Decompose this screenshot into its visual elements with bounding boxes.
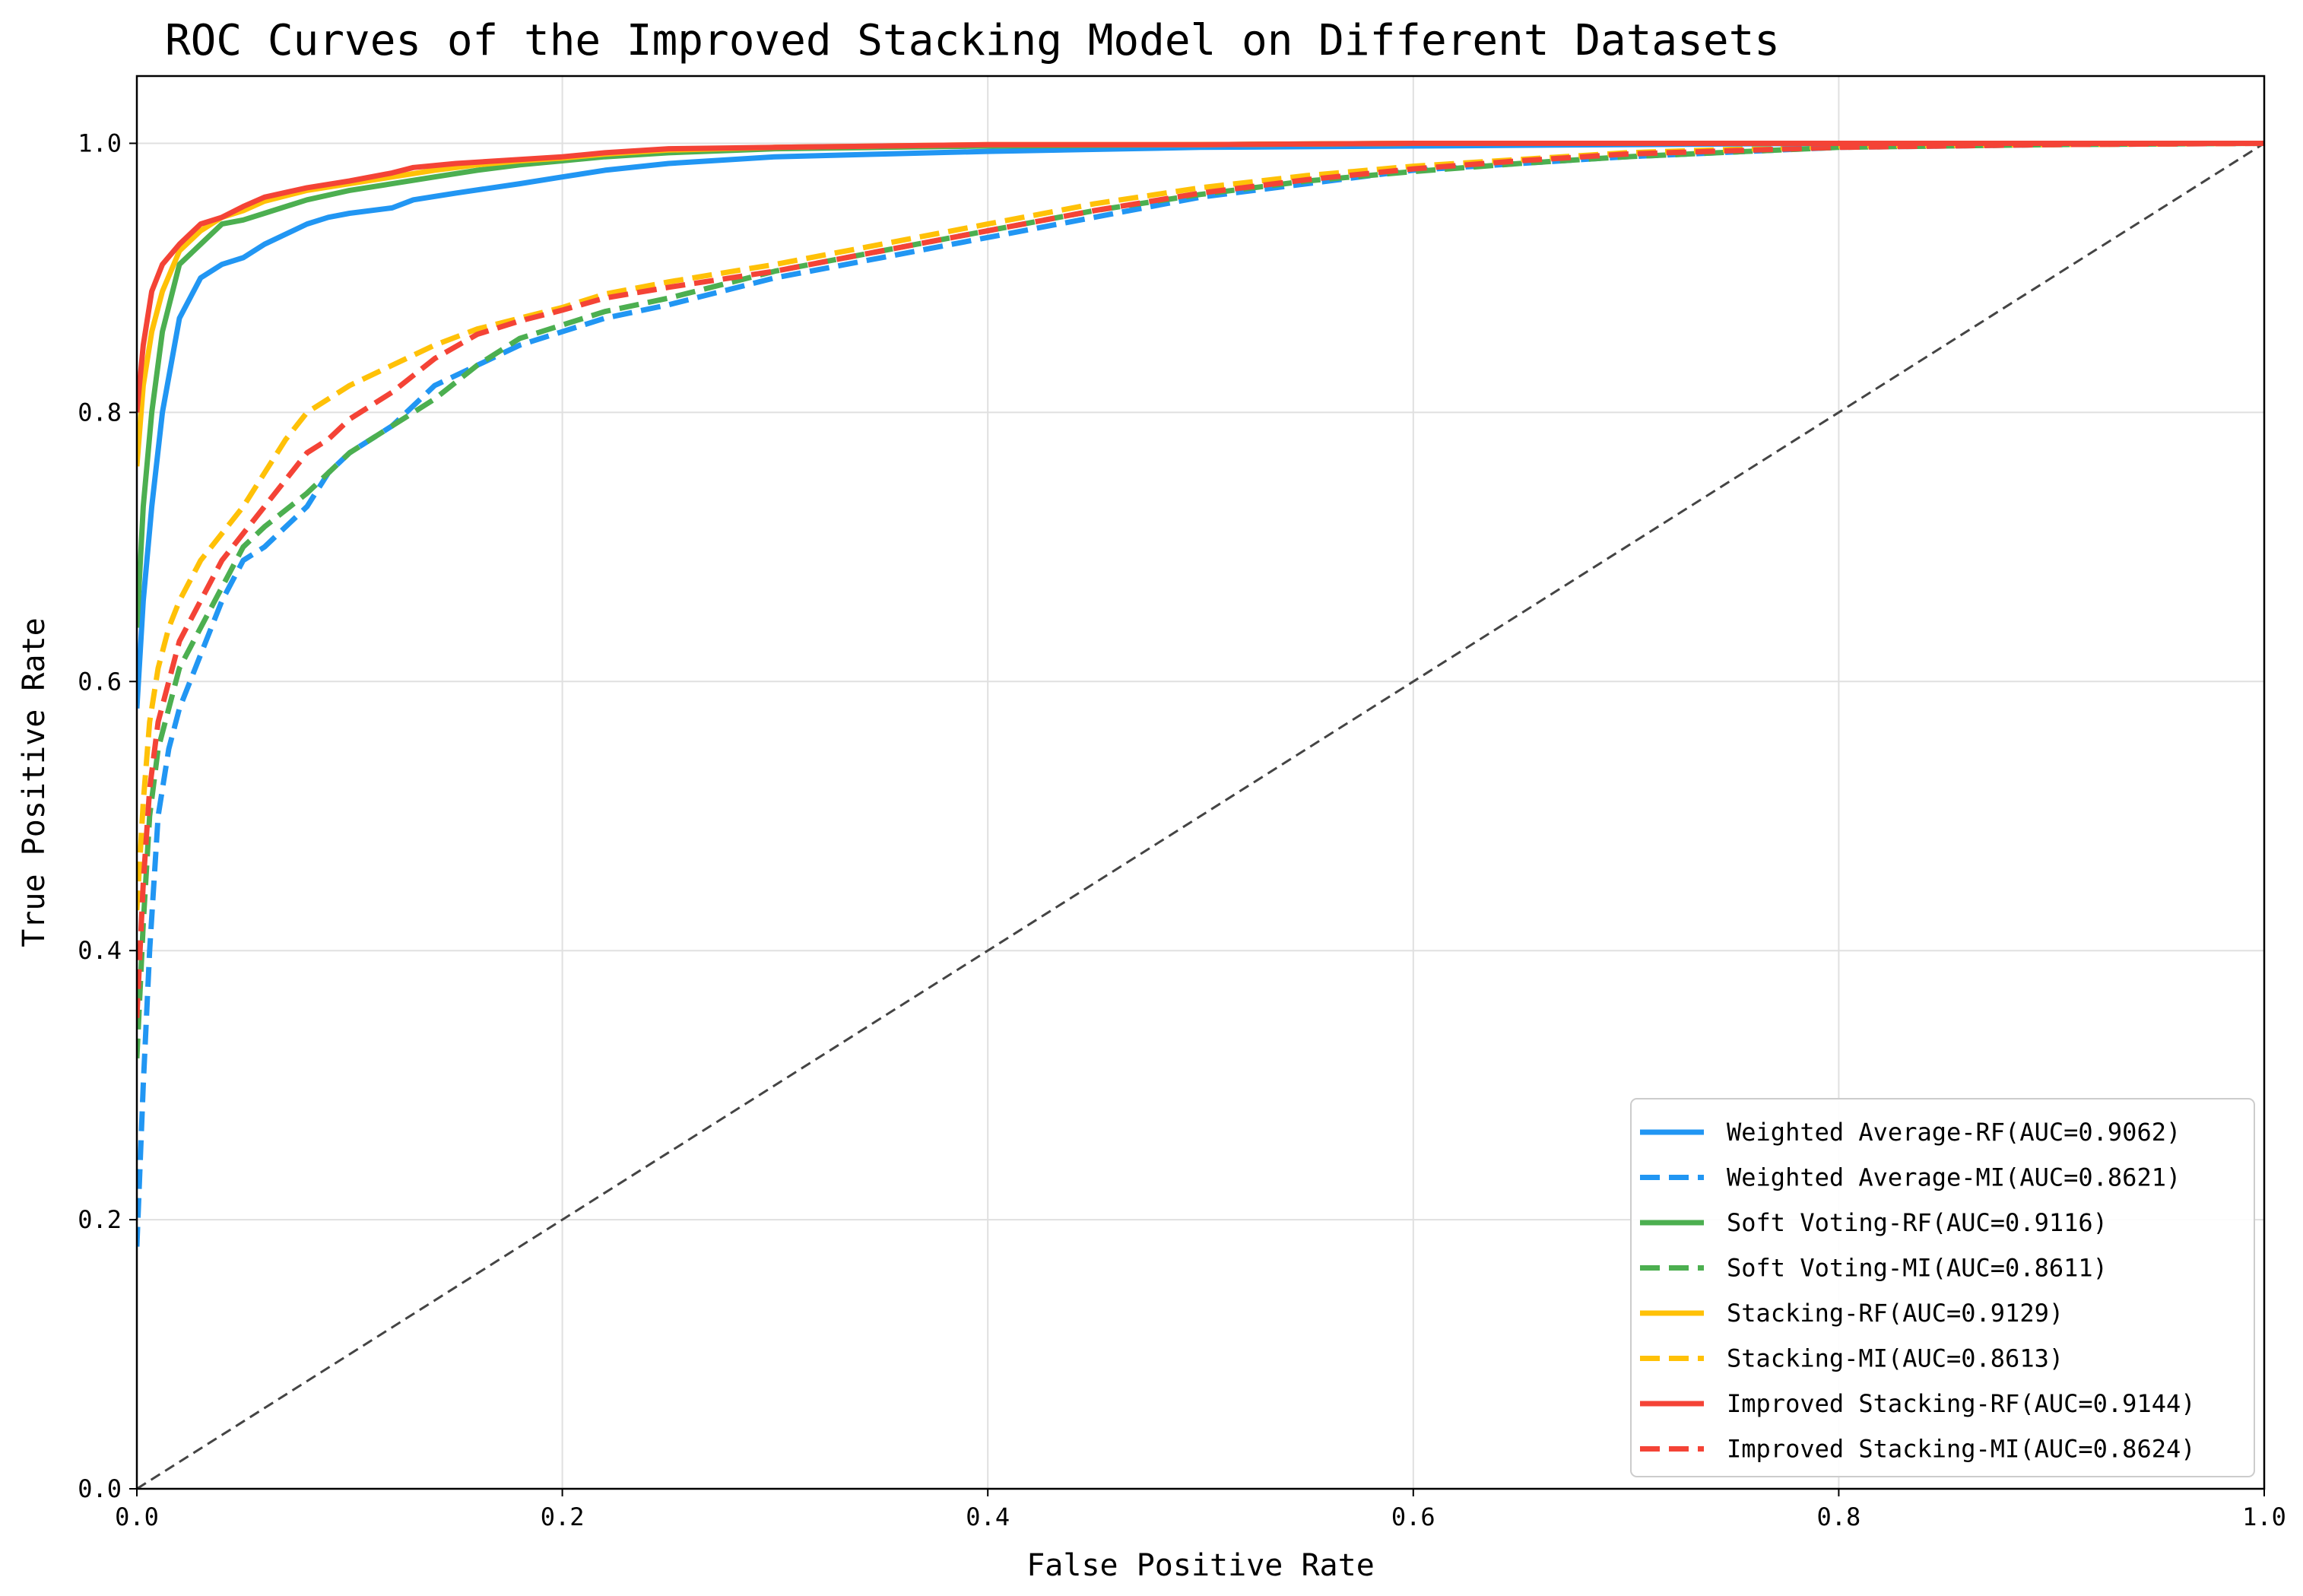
x-tick-label: 0.8: [1817, 1502, 1861, 1531]
y-tick-label: 0.4: [78, 936, 122, 965]
y-tick-label: 0.6: [78, 667, 122, 696]
x-axis-label: False Positive Rate: [1026, 1548, 1375, 1583]
series-line-7: [137, 141, 2264, 413]
series-line-1: [137, 141, 2264, 709]
plot-area: [136, 141, 2265, 1490]
legend-label-6: Stacking-MI(AUC=0.8613): [1727, 1344, 2064, 1373]
x-tick-label: 0.2: [541, 1502, 585, 1531]
y-tick-label: 0.2: [78, 1205, 122, 1234]
x-tick-label: 0.4: [966, 1502, 1010, 1531]
x-tick-label: 1.0: [2242, 1502, 2286, 1531]
y-tick-label: 0.0: [78, 1474, 122, 1503]
series-line-4: [137, 141, 2264, 1058]
legend-label-4: Soft Voting-MI(AUC=0.8611): [1727, 1254, 2108, 1283]
legend-box: [1630, 1098, 2255, 1477]
x-tick-label: 0.6: [1391, 1502, 1435, 1531]
y-axis-label: True Positive Rate: [17, 617, 52, 947]
legend: Weighted Average-RF(AUC=0.9062) Weighted …: [1630, 1098, 2255, 1477]
legend-label-2: Weighted Average-MI(AUC=0.8621): [1727, 1163, 2181, 1192]
axis-ticks: 0.0 0.2 0.4 0.6 0.8 1.0 0.0 0.2 0.4 0.6 0.8 1.0: [78, 129, 2286, 1531]
legend-label-3: Soft Voting-RF(AUC=0.9116): [1727, 1208, 2108, 1237]
chart-title: ROC Curves of the Improved Stacking Mode…: [165, 16, 1780, 65]
legend-label-1: Weighted Average-RF(AUC=0.9062): [1727, 1118, 2181, 1147]
plot-frame: [135, 75, 2266, 1490]
y-tick-label: 0.8: [78, 398, 122, 427]
legend-label-7: Improved Stacking-RF(AUC=0.9144): [1727, 1389, 2196, 1418]
legend-label-8: Improved Stacking-MI(AUC=0.8624): [1727, 1435, 2196, 1464]
series-line-8: [137, 141, 2264, 1018]
y-tick-label: 1.0: [78, 129, 122, 157]
series-line-6: [137, 141, 2264, 911]
grid-lines: [136, 76, 2265, 1490]
legend-label-5: Stacking-RF(AUC=0.9129): [1727, 1299, 2064, 1328]
x-tick-label: 0.0: [115, 1502, 159, 1531]
chance-diagonal: [136, 142, 2265, 1490]
